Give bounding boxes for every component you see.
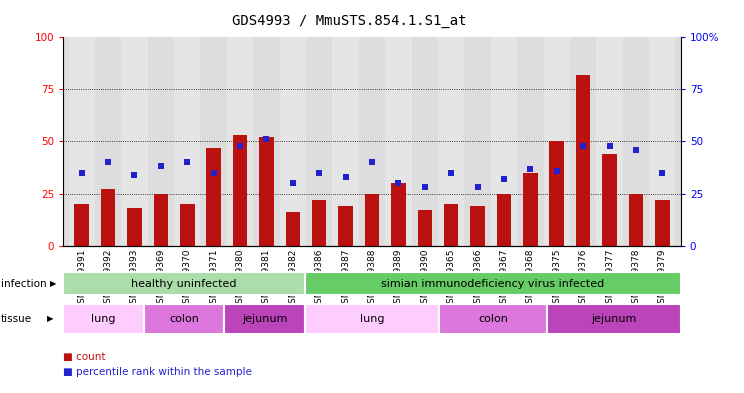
Point — [366, 159, 378, 165]
Point — [392, 180, 404, 186]
Bar — [305, 272, 681, 296]
Bar — [121, 37, 148, 246]
Point — [234, 143, 246, 149]
Bar — [339, 206, 353, 246]
Point — [551, 167, 562, 174]
Bar — [280, 37, 306, 246]
Bar — [517, 37, 544, 246]
Bar — [655, 200, 670, 246]
Bar — [411, 37, 438, 246]
Text: jejunum: jejunum — [591, 314, 636, 324]
Text: lung: lung — [92, 314, 116, 324]
Bar — [623, 37, 649, 246]
Point — [340, 174, 352, 180]
Bar — [225, 303, 305, 334]
Bar — [576, 75, 591, 246]
Bar — [547, 303, 681, 334]
Bar — [359, 37, 385, 246]
Point — [656, 169, 668, 176]
Bar — [385, 37, 411, 246]
Bar — [444, 204, 458, 246]
Point — [603, 143, 615, 149]
Bar — [101, 189, 115, 246]
Bar — [649, 37, 676, 246]
Point — [76, 169, 88, 176]
Bar — [417, 210, 432, 246]
Bar — [306, 37, 333, 246]
Bar — [497, 193, 511, 246]
Point — [287, 180, 299, 186]
Bar — [148, 37, 174, 246]
Bar — [63, 303, 144, 334]
Text: lung: lung — [360, 314, 384, 324]
Bar — [233, 135, 247, 246]
Bar — [144, 303, 225, 334]
Bar — [491, 37, 517, 246]
Point — [630, 147, 642, 153]
Bar — [259, 137, 274, 246]
Bar — [391, 183, 405, 246]
Point — [419, 184, 431, 191]
Bar — [602, 154, 617, 246]
Text: jejunum: jejunum — [242, 314, 287, 324]
Point — [445, 169, 457, 176]
Point — [525, 165, 536, 172]
Text: tissue: tissue — [1, 314, 32, 324]
Bar — [206, 148, 221, 246]
Bar — [200, 37, 227, 246]
Text: colon: colon — [478, 314, 507, 324]
Bar — [174, 37, 200, 246]
Point — [313, 169, 325, 176]
Bar — [438, 37, 464, 246]
Bar — [629, 193, 643, 246]
Bar — [523, 173, 538, 246]
Text: ▶: ▶ — [50, 279, 57, 288]
Point — [472, 184, 484, 191]
Point — [260, 136, 272, 143]
Bar — [286, 212, 300, 246]
Point — [129, 172, 141, 178]
Bar — [312, 200, 327, 246]
Bar — [439, 303, 547, 334]
Bar — [596, 37, 623, 246]
Bar — [74, 204, 89, 246]
Point — [577, 143, 589, 149]
Bar — [470, 206, 485, 246]
Text: colon: colon — [169, 314, 199, 324]
Text: infection: infection — [1, 279, 46, 288]
Text: ■ percentile rank within the sample: ■ percentile rank within the sample — [63, 367, 252, 377]
Bar — [95, 37, 121, 246]
Bar — [227, 37, 253, 246]
Point — [102, 159, 114, 165]
Bar — [305, 303, 439, 334]
Point — [498, 176, 510, 182]
Bar — [333, 37, 359, 246]
Point — [208, 169, 219, 176]
Bar — [550, 141, 564, 246]
Bar — [68, 37, 95, 246]
Bar — [365, 193, 379, 246]
Bar — [570, 37, 596, 246]
Bar — [253, 37, 280, 246]
Text: ▶: ▶ — [47, 314, 54, 323]
Point — [155, 163, 167, 170]
Bar — [153, 193, 168, 246]
Text: healthy uninfected: healthy uninfected — [131, 279, 237, 288]
Point — [182, 159, 193, 165]
Text: GDS4993 / MmuSTS.854.1.S1_at: GDS4993 / MmuSTS.854.1.S1_at — [232, 14, 467, 28]
Bar — [544, 37, 570, 246]
Text: ■ count: ■ count — [63, 352, 106, 362]
Bar — [127, 208, 142, 246]
Bar — [464, 37, 491, 246]
Bar — [63, 272, 305, 296]
Text: simian immunodeficiency virus infected: simian immunodeficiency virus infected — [381, 279, 604, 288]
Bar — [180, 204, 194, 246]
